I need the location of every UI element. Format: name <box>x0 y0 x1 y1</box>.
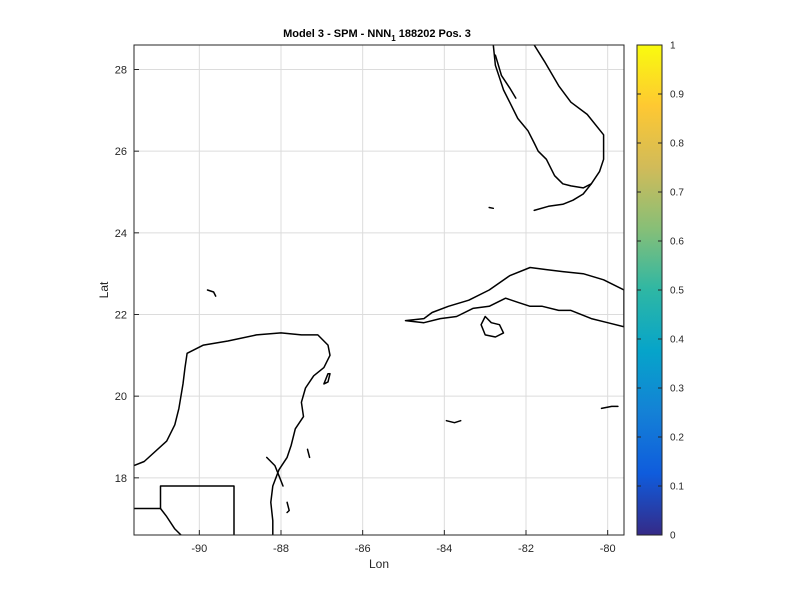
y-tick-label-5: 28 <box>115 65 127 77</box>
colorbar-tick-label-2: 0.2 <box>670 433 684 444</box>
coastline-yucatan <box>134 332 331 535</box>
chart-title-subscript: 1 <box>391 34 396 43</box>
x-tick-label-1: -88 <box>273 543 289 555</box>
colorbar-tick-label-6: 0.6 <box>670 237 684 248</box>
coastline-florida <box>492 45 605 189</box>
y-tick-label-2: 22 <box>115 310 127 322</box>
x-tick-label-2: -86 <box>355 543 371 555</box>
coastline-florida-gulf-coast-upper <box>494 54 517 99</box>
colorbar-tick-label-7: 0.7 <box>670 188 684 199</box>
coastline-dry-tortugas <box>488 206 495 210</box>
colorbar-tick-label-10: 1 <box>670 41 676 52</box>
grid-lines <box>134 45 624 535</box>
y-axis-ticks: 18 20 22 24 26 28 <box>115 65 139 485</box>
y-axis-label: Lat <box>97 281 111 298</box>
chart-title-tail: 188202 Pos. 3 <box>396 28 471 40</box>
y-tick-label-0: 18 <box>115 473 127 485</box>
x-tick-label-0: -90 <box>191 543 207 555</box>
coastline-florida-keys <box>533 183 593 212</box>
coastline-isla-de-la-juventud <box>480 315 505 338</box>
x-tick-label-3: -84 <box>436 543 452 555</box>
colorbar-tick-label-5: 0.5 <box>670 286 684 297</box>
plot-area <box>134 45 624 535</box>
coastline-chinchorro <box>306 448 311 459</box>
colorbar-ticks: 0 0.1 0.2 0.3 0.4 0.5 0.6 0.7 0.8 0.9 1 <box>637 41 684 542</box>
colorbar-tick-label-0: 0 <box>670 531 676 542</box>
x-tick-label-4: -82 <box>518 543 534 555</box>
y-tick-label-3: 24 <box>115 228 127 240</box>
coastline-mexico-belize-border <box>134 485 235 535</box>
coastline-cuba <box>404 266 624 328</box>
coastline-mexico-guatemala-border <box>159 507 182 535</box>
x-axis-label: Lon <box>369 557 389 571</box>
coastline-cayman-islands <box>600 405 619 410</box>
chart-title-main: Model 3 - SPM - NNN <box>283 28 391 40</box>
colorbar-tick-label-3: 0.3 <box>670 384 684 395</box>
colorbar-tick-label-4: 0.4 <box>670 335 684 346</box>
y-tick-label-4: 26 <box>115 146 127 158</box>
coastline-belize-cayes <box>286 501 290 514</box>
chart-title: Model 3 - SPM - NNN1 188202 Pos. 3 <box>283 28 471 43</box>
colorbar-tick-label-9: 0.9 <box>670 90 684 101</box>
coastline-swan-islands <box>445 419 462 424</box>
x-axis-ticks: -90 -88 -86 -84 -82 -80 <box>191 530 616 555</box>
colorbar-tick-label-1: 0.1 <box>670 482 684 493</box>
coastline-yucatan-bay-detail <box>265 456 284 487</box>
plot-frame <box>133 44 625 536</box>
coastlines <box>134 45 624 535</box>
x-tick-label-5: -80 <box>600 543 616 555</box>
coastline-arrecife-alacranes <box>206 289 217 297</box>
coastline-cozumel <box>323 372 331 385</box>
y-tick-label-1: 20 <box>115 391 127 403</box>
colorbar-tick-label-8: 0.8 <box>670 139 684 150</box>
